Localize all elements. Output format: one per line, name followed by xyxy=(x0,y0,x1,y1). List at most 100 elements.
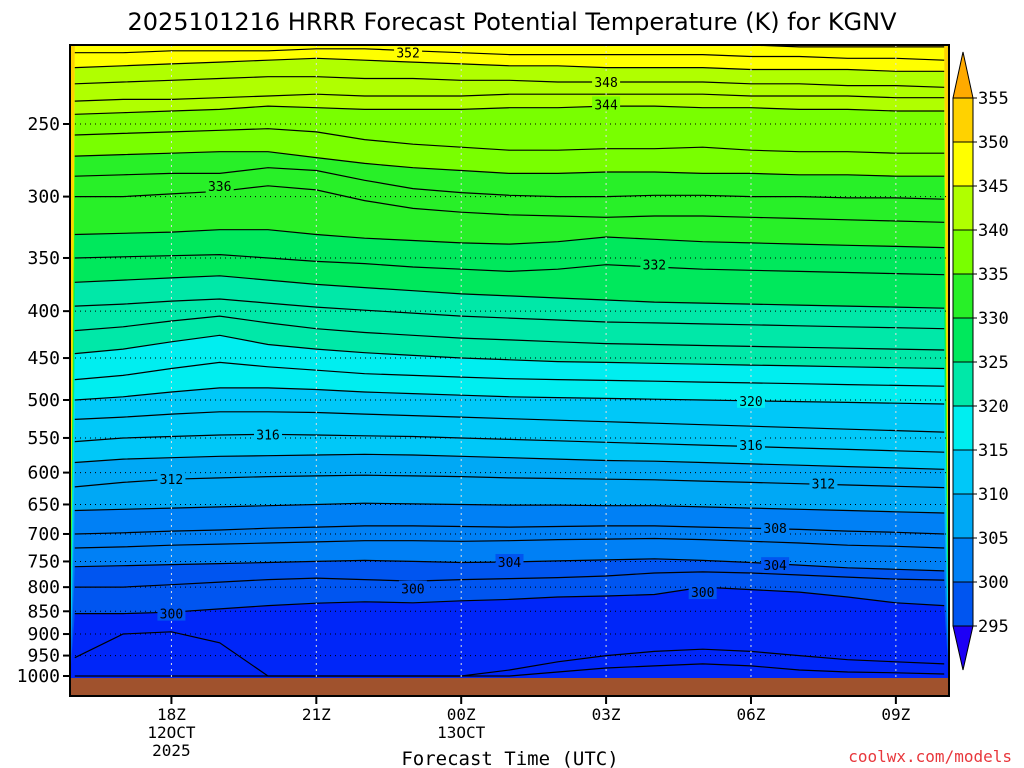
contour-label-text: 348 xyxy=(594,76,617,91)
contour-label: 348 xyxy=(592,74,621,91)
colorbar xyxy=(952,51,974,671)
isentrope-338 xyxy=(74,167,945,200)
isentrope-348 xyxy=(74,76,945,88)
colorbar-segment xyxy=(952,537,974,583)
contour-label: 316 xyxy=(254,426,283,443)
isentrope-296 xyxy=(74,631,945,677)
colorbar-label: 350 xyxy=(978,133,1009,153)
x-tick-label: 03Z xyxy=(592,705,621,724)
contour-label: 308 xyxy=(761,520,790,537)
contour-label-text: 300 xyxy=(401,583,424,598)
contour-label-bg xyxy=(205,177,234,193)
y-tick-label-850: 850 xyxy=(27,601,60,622)
colorbar-label: 325 xyxy=(978,353,1009,373)
colorbar-segment xyxy=(952,449,974,495)
y-tick-label-400: 400 xyxy=(27,301,60,322)
contour-label: 344 xyxy=(592,96,621,113)
contour-label: 300 xyxy=(688,584,717,601)
y-tick-label-650: 650 xyxy=(27,494,60,515)
colorbar-labels: 355 350 345 340 335 330 325 320 315 310 305 300 295 xyxy=(973,89,1009,637)
y-tick-label-900: 900 xyxy=(27,624,60,645)
isentrope-318 xyxy=(74,411,945,433)
contour-label-text: 312 xyxy=(812,478,835,493)
isentrope-342 xyxy=(74,128,945,154)
y-axis: 2503003504004505005506006507007508008509… xyxy=(17,114,70,687)
contour-label-text: 332 xyxy=(643,259,666,274)
x-tick-label: 00Z xyxy=(447,705,476,724)
x-tick-label: 21Z xyxy=(302,705,331,724)
colorbar-label: 315 xyxy=(978,441,1009,461)
contour-label-text: 316 xyxy=(256,428,279,443)
colorbar-segment xyxy=(952,581,974,627)
colorbar-arrow-bottom xyxy=(952,625,974,671)
chart-title: 2025101216 HRRR Forecast Potential Tempe… xyxy=(127,8,897,36)
band-296 xyxy=(70,631,949,678)
y-tick-label-350: 350 xyxy=(27,248,60,269)
x-tick-label: 09Z xyxy=(881,705,910,724)
x-date-label: 12OCT xyxy=(147,723,196,742)
contour-label-bg xyxy=(761,520,790,536)
contour-label-text: 300 xyxy=(691,586,714,601)
contour-label-text: 312 xyxy=(160,473,183,488)
contour-label-bg xyxy=(157,471,186,487)
contour-label: 304 xyxy=(761,557,790,574)
contour-label: 336 xyxy=(205,177,234,195)
isentrope-298 xyxy=(74,663,945,677)
colorbar-segment xyxy=(952,141,974,187)
contour-label: 332 xyxy=(640,256,669,274)
isentrope-300 xyxy=(74,586,945,615)
y-tick-label-600: 600 xyxy=(27,463,60,484)
y-tick-label-500: 500 xyxy=(27,390,60,411)
contour-label-bg xyxy=(736,392,765,408)
isentrope-324 xyxy=(74,334,945,370)
colorbar-label: 340 xyxy=(978,221,1009,241)
contour-label-bg xyxy=(736,437,765,453)
y-tick-label-300: 300 xyxy=(27,187,60,208)
isentrope-350 xyxy=(74,57,945,72)
colorbar-label: 295 xyxy=(978,617,1009,637)
contour-label-bg xyxy=(592,96,621,112)
contour-label: 312 xyxy=(809,475,838,493)
y-tick-label-450: 450 xyxy=(27,348,60,369)
contour-label: 352 xyxy=(394,44,423,62)
y-tick-label-750: 750 xyxy=(27,551,60,572)
colorbar-segment xyxy=(952,317,974,363)
colorbar-label: 305 xyxy=(978,529,1009,549)
colorbar-label: 355 xyxy=(978,89,1009,109)
isentrope-302 xyxy=(74,571,945,588)
y-tick-label-1000: 1000 xyxy=(17,666,60,687)
contour-label: 312 xyxy=(157,471,186,488)
contour-label-bg xyxy=(398,580,427,596)
contour-label: 300 xyxy=(157,605,186,623)
colorbar-segment xyxy=(952,97,974,143)
colorbar-label: 345 xyxy=(978,177,1009,197)
colorbar-label: 300 xyxy=(978,573,1009,593)
contour-labels: 352 348 344 336 332 320 316 316 312 312 308 304 304 3… xyxy=(157,44,838,623)
colorbar-segment xyxy=(952,185,974,231)
isentrope-310 xyxy=(74,502,945,514)
plot-frame xyxy=(69,44,950,697)
contour-label-text: 300 xyxy=(160,608,183,623)
x-tick-label: 06Z xyxy=(737,705,766,724)
contour-label-text: 344 xyxy=(594,98,618,113)
colorbar-arrow-top xyxy=(952,51,974,99)
isentrope-334 xyxy=(74,229,945,249)
contour-label-text: 308 xyxy=(763,522,786,537)
contour-label-bg xyxy=(640,256,669,272)
y-tick-label-950: 950 xyxy=(27,646,60,667)
y-tick-label-250: 250 xyxy=(27,114,60,135)
isentrope-308 xyxy=(74,525,945,535)
colorbar-segment xyxy=(952,229,974,275)
contour-label: 304 xyxy=(495,553,524,571)
colorbar-segment xyxy=(952,273,974,319)
y-tick-label-550: 550 xyxy=(27,428,60,449)
contour-label-text: 304 xyxy=(763,559,787,574)
contour-label-text: 316 xyxy=(739,439,762,454)
contour-label-text: 320 xyxy=(739,395,762,410)
contour-label-bg xyxy=(761,557,790,573)
contour-label-bg xyxy=(495,553,524,569)
contour-label-text: 352 xyxy=(396,47,419,62)
y-tick-label-800: 800 xyxy=(27,577,60,598)
